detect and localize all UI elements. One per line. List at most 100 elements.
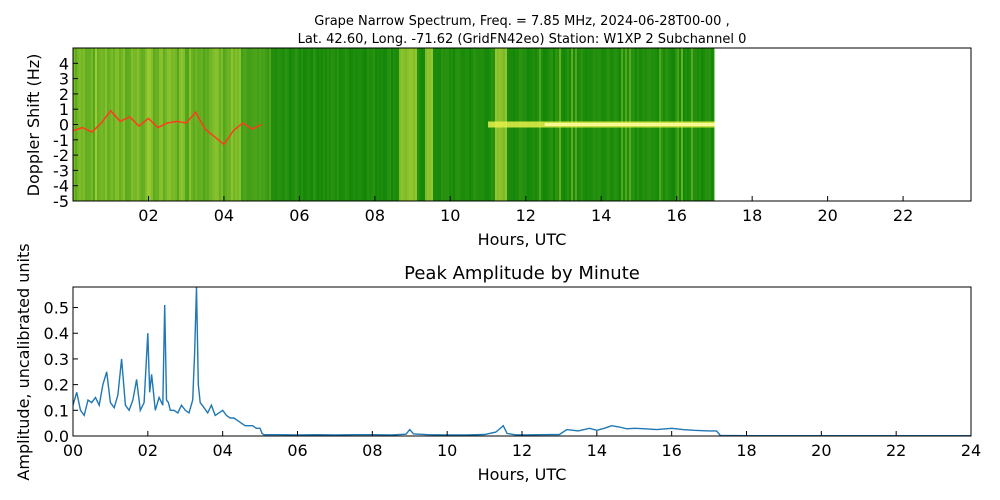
spectrogram-column <box>367 48 369 201</box>
spectrogram-column <box>125 48 127 201</box>
amplitude-y-tick-label: 0.5 <box>44 299 69 318</box>
spectrogram-column <box>341 48 343 201</box>
spectrogram-column <box>359 48 361 201</box>
spectrogram-column <box>255 48 257 201</box>
spectrogram-column <box>175 48 177 201</box>
spectrogram-column <box>325 48 327 201</box>
spectrogram-column <box>209 48 211 201</box>
amplitude-x-tick-label: 10 <box>437 441 457 460</box>
spectrogram-column <box>261 48 263 201</box>
spectrum-title-line2: Lat. 42.60, Long. -71.62 (GridFN42eo) St… <box>298 32 747 47</box>
spectrogram-column <box>159 48 161 201</box>
spectrogram-column <box>375 48 377 201</box>
spectrogram-column <box>149 48 151 201</box>
spectrogram-column <box>221 48 223 201</box>
spectrogram-column <box>91 48 93 201</box>
spectrogram-column <box>105 48 107 201</box>
spectrogram-column <box>475 48 477 201</box>
spectrogram-column <box>311 48 313 201</box>
spectrogram-column <box>439 48 441 201</box>
spectrogram-column <box>79 48 81 201</box>
carrier-line-core <box>544 123 715 126</box>
spectrum-x-tick-label: 14 <box>591 206 611 225</box>
spectrogram-column <box>387 48 389 201</box>
amplitude-x-tick-label: 16 <box>661 441 681 460</box>
amplitude-y-tick-label: 0.4 <box>44 324 69 343</box>
spectrum-x-tick-label: 08 <box>365 206 385 225</box>
spectrogram-column <box>371 48 373 201</box>
spectrogram-column <box>483 48 485 201</box>
spectrogram-column <box>353 48 355 201</box>
amplitude-y-tick-label: 0.2 <box>44 376 69 395</box>
amplitude-y-tick-label: 0.3 <box>44 350 69 369</box>
spectrogram-column <box>471 48 473 201</box>
spectrogram-column <box>347 48 349 201</box>
spectrum-x-tick-label: 04 <box>214 206 234 225</box>
spectrum-x-tick-label: 22 <box>893 206 913 225</box>
spectrogram-column <box>147 48 149 201</box>
spectrum-y-tick-label: -2 <box>53 146 69 165</box>
spectrogram-column <box>357 48 359 201</box>
spectrogram-column <box>355 48 357 201</box>
spectrogram-column <box>303 48 305 201</box>
spectrogram-column <box>343 48 345 201</box>
spectrogram-column <box>331 48 333 201</box>
peak-doppler-trace <box>73 109 263 146</box>
spectrogram-column <box>135 48 137 201</box>
spectrogram-column <box>365 48 367 201</box>
spectrum-y-tick-label: 1 <box>59 100 69 119</box>
spectrogram-column <box>271 48 273 201</box>
spectrogram-column <box>277 48 279 201</box>
spectrogram-column <box>379 48 381 201</box>
spectrogram-column <box>481 48 483 201</box>
spectrum-x-tick-label: 12 <box>516 206 536 225</box>
spectrogram-column <box>345 48 347 201</box>
spectrogram-column <box>485 48 487 201</box>
spectrogram-column <box>449 48 451 201</box>
spectrogram-column <box>275 48 277 201</box>
amplitude-y-tick-label: 0.0 <box>44 427 69 446</box>
spectrogram-column <box>93 48 95 201</box>
amplitude-x-tick-label: 14 <box>587 441 607 460</box>
amplitude-x-tick-label: 20 <box>811 441 831 460</box>
spectrogram-column <box>333 48 335 201</box>
spectrogram-column <box>327 48 329 201</box>
spectrum-y-tick-label: 4 <box>59 54 69 73</box>
spectrogram-column <box>233 48 235 201</box>
spectrogram-column <box>177 48 179 201</box>
spectrogram-column <box>413 48 415 201</box>
spectrogram-column <box>203 48 205 201</box>
spectrogram-column <box>363 48 365 201</box>
spectrogram-column <box>87 48 89 201</box>
spectrogram-column <box>193 48 195 201</box>
spectrogram-column <box>161 48 163 201</box>
spectrogram-column <box>225 48 227 201</box>
spectrogram-column <box>229 48 231 201</box>
amplitude-y-tick-label: 0.1 <box>44 401 69 420</box>
spectrogram-column <box>155 48 157 201</box>
spectrogram-column <box>281 48 283 201</box>
spectrogram-column <box>425 48 427 201</box>
amplitude-x-ticks: 00 02 04 06 08 10 12 14 16 18 20 22 24 <box>63 431 981 460</box>
spectrogram-column <box>487 48 489 201</box>
spectrogram-column <box>309 48 311 201</box>
spectrogram-column <box>401 48 403 201</box>
spectrogram-column <box>207 48 209 201</box>
spectrogram-column <box>283 48 285 201</box>
spectrogram-column <box>101 48 103 201</box>
spectrogram-column <box>173 48 175 201</box>
spectrogram-column <box>121 48 123 201</box>
spectrogram-column <box>217 48 219 201</box>
spectrogram-column <box>169 48 171 201</box>
spectrogram-column <box>191 48 193 201</box>
spectrogram-column <box>165 48 167 201</box>
spectrum-y-tick-label: -4 <box>53 177 69 196</box>
spectrogram-column <box>133 48 135 201</box>
spectrogram-column <box>461 48 463 201</box>
spectrogram-column <box>469 48 471 201</box>
amplitude-x-tick-label: 12 <box>512 441 532 460</box>
spectrogram-column <box>205 48 207 201</box>
amplitude-y-axis-label: Amplitude, uncalibrated units <box>14 243 33 480</box>
spectrogram-column <box>129 48 131 201</box>
